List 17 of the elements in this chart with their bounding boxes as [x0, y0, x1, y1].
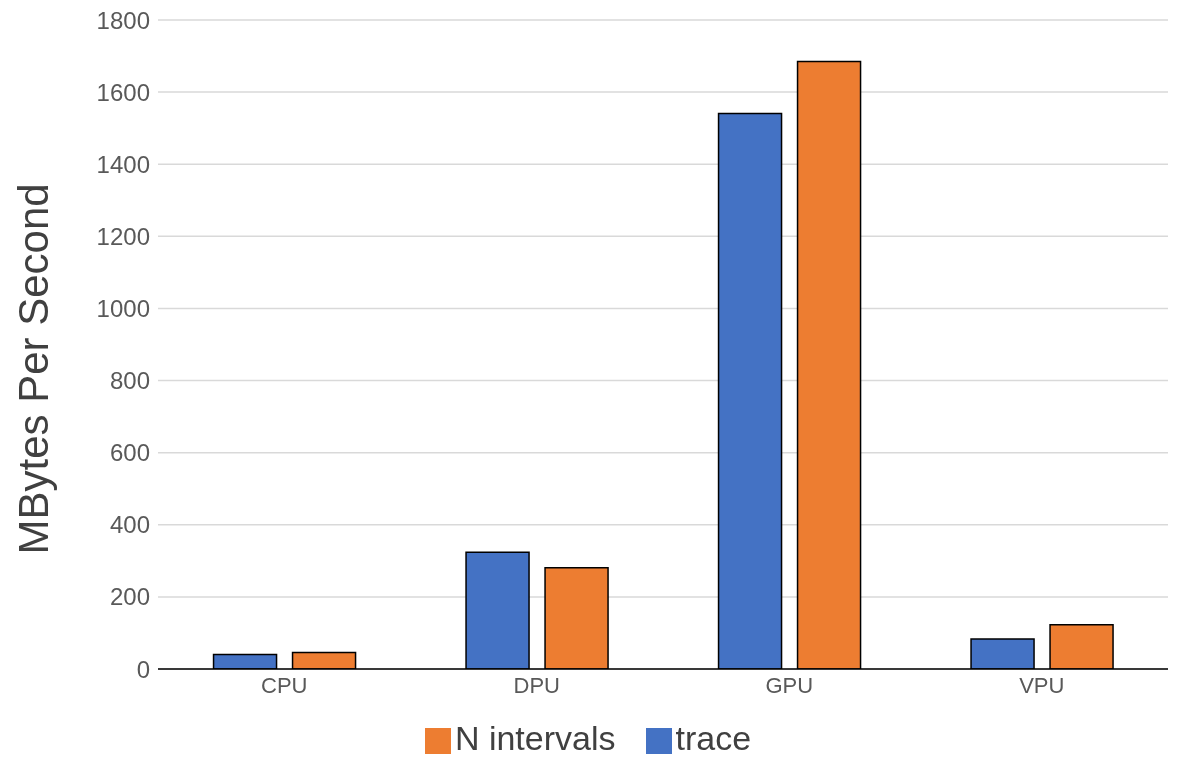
y-tick-label: 0 — [136, 655, 150, 683]
y-tick-label: 800 — [109, 367, 150, 395]
y-tick-label: 1400 — [96, 150, 150, 178]
y-tick-label: 1800 — [96, 6, 150, 34]
y-tick-label: 1200 — [96, 222, 150, 250]
y-tick-label: 400 — [109, 511, 150, 539]
x-tick-label: CPU — [261, 672, 308, 698]
x-tick-label: VPU — [1019, 672, 1065, 698]
y-tick-label: 200 — [109, 583, 150, 611]
y-tick-label: 600 — [109, 439, 150, 467]
x-tick-label: GPU — [765, 672, 814, 698]
y-axis-title: MBytes Per Second — [9, 183, 57, 555]
y-tick-label: 1000 — [96, 294, 150, 322]
y-tick-label: 1600 — [96, 78, 150, 106]
legend-label: N intervals — [454, 719, 616, 757]
x-tick-label: DPU — [513, 672, 560, 698]
legend-label: trace — [675, 719, 752, 757]
